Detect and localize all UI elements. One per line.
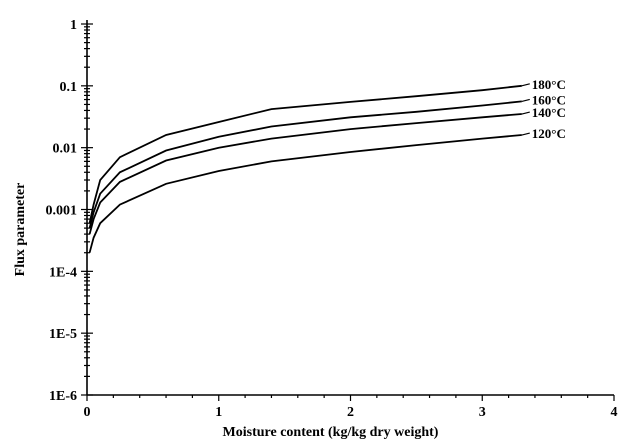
y-tick-label: 0.1	[60, 80, 78, 95]
y-tick-label: 1	[70, 18, 77, 33]
series-label: 180°C	[532, 77, 566, 92]
x-ticks: 0 1 2 3 4	[84, 395, 618, 420]
series-line	[88, 84, 522, 224]
series-line	[88, 113, 522, 235]
y-axis-title: Flux parameter	[13, 183, 28, 277]
x-tick-label: 2	[347, 405, 354, 420]
series-label-leader	[521, 132, 530, 136]
series-line	[88, 100, 522, 229]
series-label-leader	[521, 111, 530, 115]
series-lines	[88, 84, 522, 253]
series-label: 140°C	[532, 105, 566, 120]
y-tick-label: 1E-5	[49, 327, 77, 342]
y-tick-label: 0.01	[53, 142, 78, 157]
y-tick-label: 1E-6	[49, 389, 77, 404]
series-label-leader	[521, 98, 530, 102]
y-major-ticks: 1E-6 1E-5 1E-4 0.001 0.01 0.1 1	[46, 18, 93, 404]
x-tick-label: 0	[84, 405, 91, 420]
x-tick-label: 1	[215, 405, 222, 420]
series-label: 120°C	[532, 126, 566, 141]
series-label: 160°C	[532, 92, 566, 107]
series-label-leader	[521, 83, 530, 87]
x-axis-title: Moisture content (kg/kg dry weight)	[223, 425, 439, 440]
x-tick-label: 3	[479, 405, 486, 420]
x-tick-label: 4	[611, 405, 618, 420]
y-tick-label: 1E-4	[49, 265, 77, 280]
series-line	[88, 134, 522, 253]
y-tick-label: 0.001	[46, 204, 78, 219]
